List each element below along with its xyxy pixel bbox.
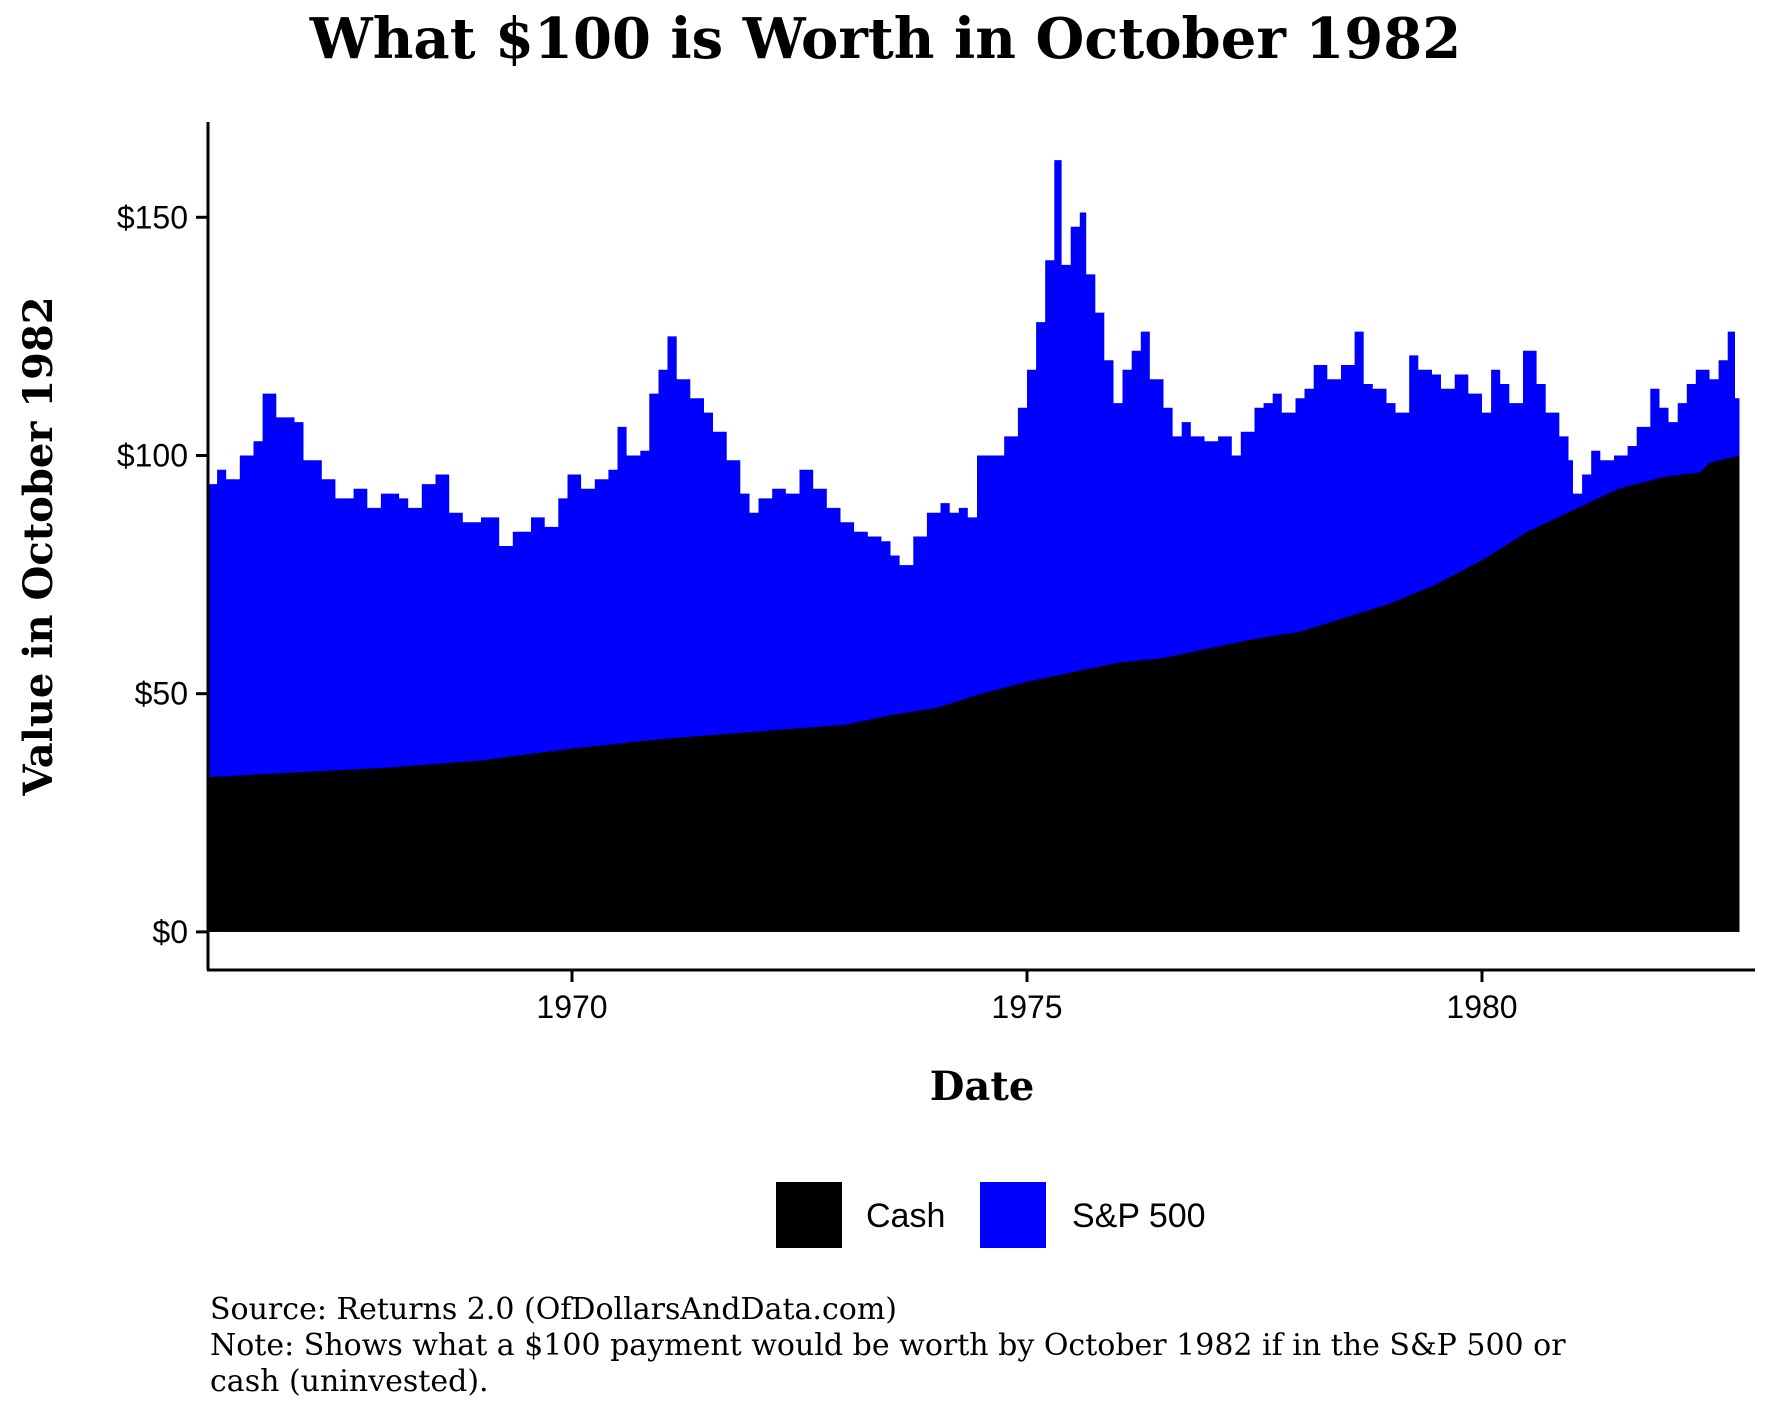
chart-title: What $100 is Worth in October 1982 <box>309 6 1462 72</box>
legend-label-cash: Cash <box>866 1197 945 1235</box>
caption-source: Source: Returns 2.0 (OfDollarsAndData.co… <box>210 1292 897 1327</box>
x-axis-ticks: 1970 1975 1980 <box>536 970 1518 1025</box>
legend-swatch-cash <box>776 1182 842 1248</box>
x-tick-label: 1980 <box>1446 989 1517 1025</box>
caption-note-line-2: cash (uninvested). <box>210 1364 489 1399</box>
x-tick-label: 1975 <box>991 989 1062 1025</box>
x-tick-label: 1970 <box>536 989 607 1025</box>
y-axis-ticks: $0 $50 $100 $150 <box>117 199 208 950</box>
caption: Source: Returns 2.0 (OfDollarsAndData.co… <box>210 1292 1750 1400</box>
y-tick-label: $150 <box>117 199 188 235</box>
y-axis-title: Value in October 1982 <box>15 296 62 796</box>
x-axis-title: Date <box>930 1063 1035 1110</box>
plot-area <box>208 160 1740 932</box>
y-tick-label: $100 <box>117 437 188 473</box>
legend-label-s-p-500: S&P 500 <box>1072 1197 1206 1235</box>
legend: Cash S&P 500 <box>776 1182 1206 1248</box>
legend-swatch-s-p-500 <box>980 1182 1046 1248</box>
y-tick-label: $0 <box>152 914 188 950</box>
y-tick-label: $50 <box>135 676 188 712</box>
caption-note-line-1: Note: Shows what a $100 payment would be… <box>210 1328 1566 1363</box>
area-cash <box>208 455 1740 932</box>
